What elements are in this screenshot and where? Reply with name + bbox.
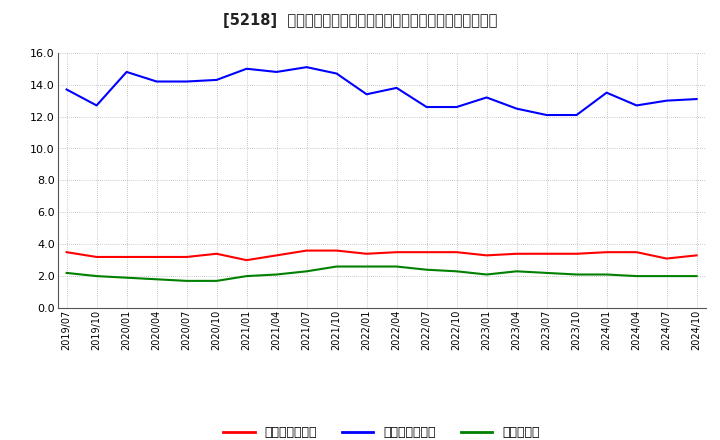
Text: [5218]  売上債権回転率、買入債務回転率、在庫回転率の推移: [5218] 売上債権回転率、買入債務回転率、在庫回転率の推移 <box>222 13 498 28</box>
Legend: 売上債権回転率, 買入債務回転率, 在庫回転率: 売上債権回転率, 買入債務回転率, 在庫回転率 <box>218 422 545 440</box>
